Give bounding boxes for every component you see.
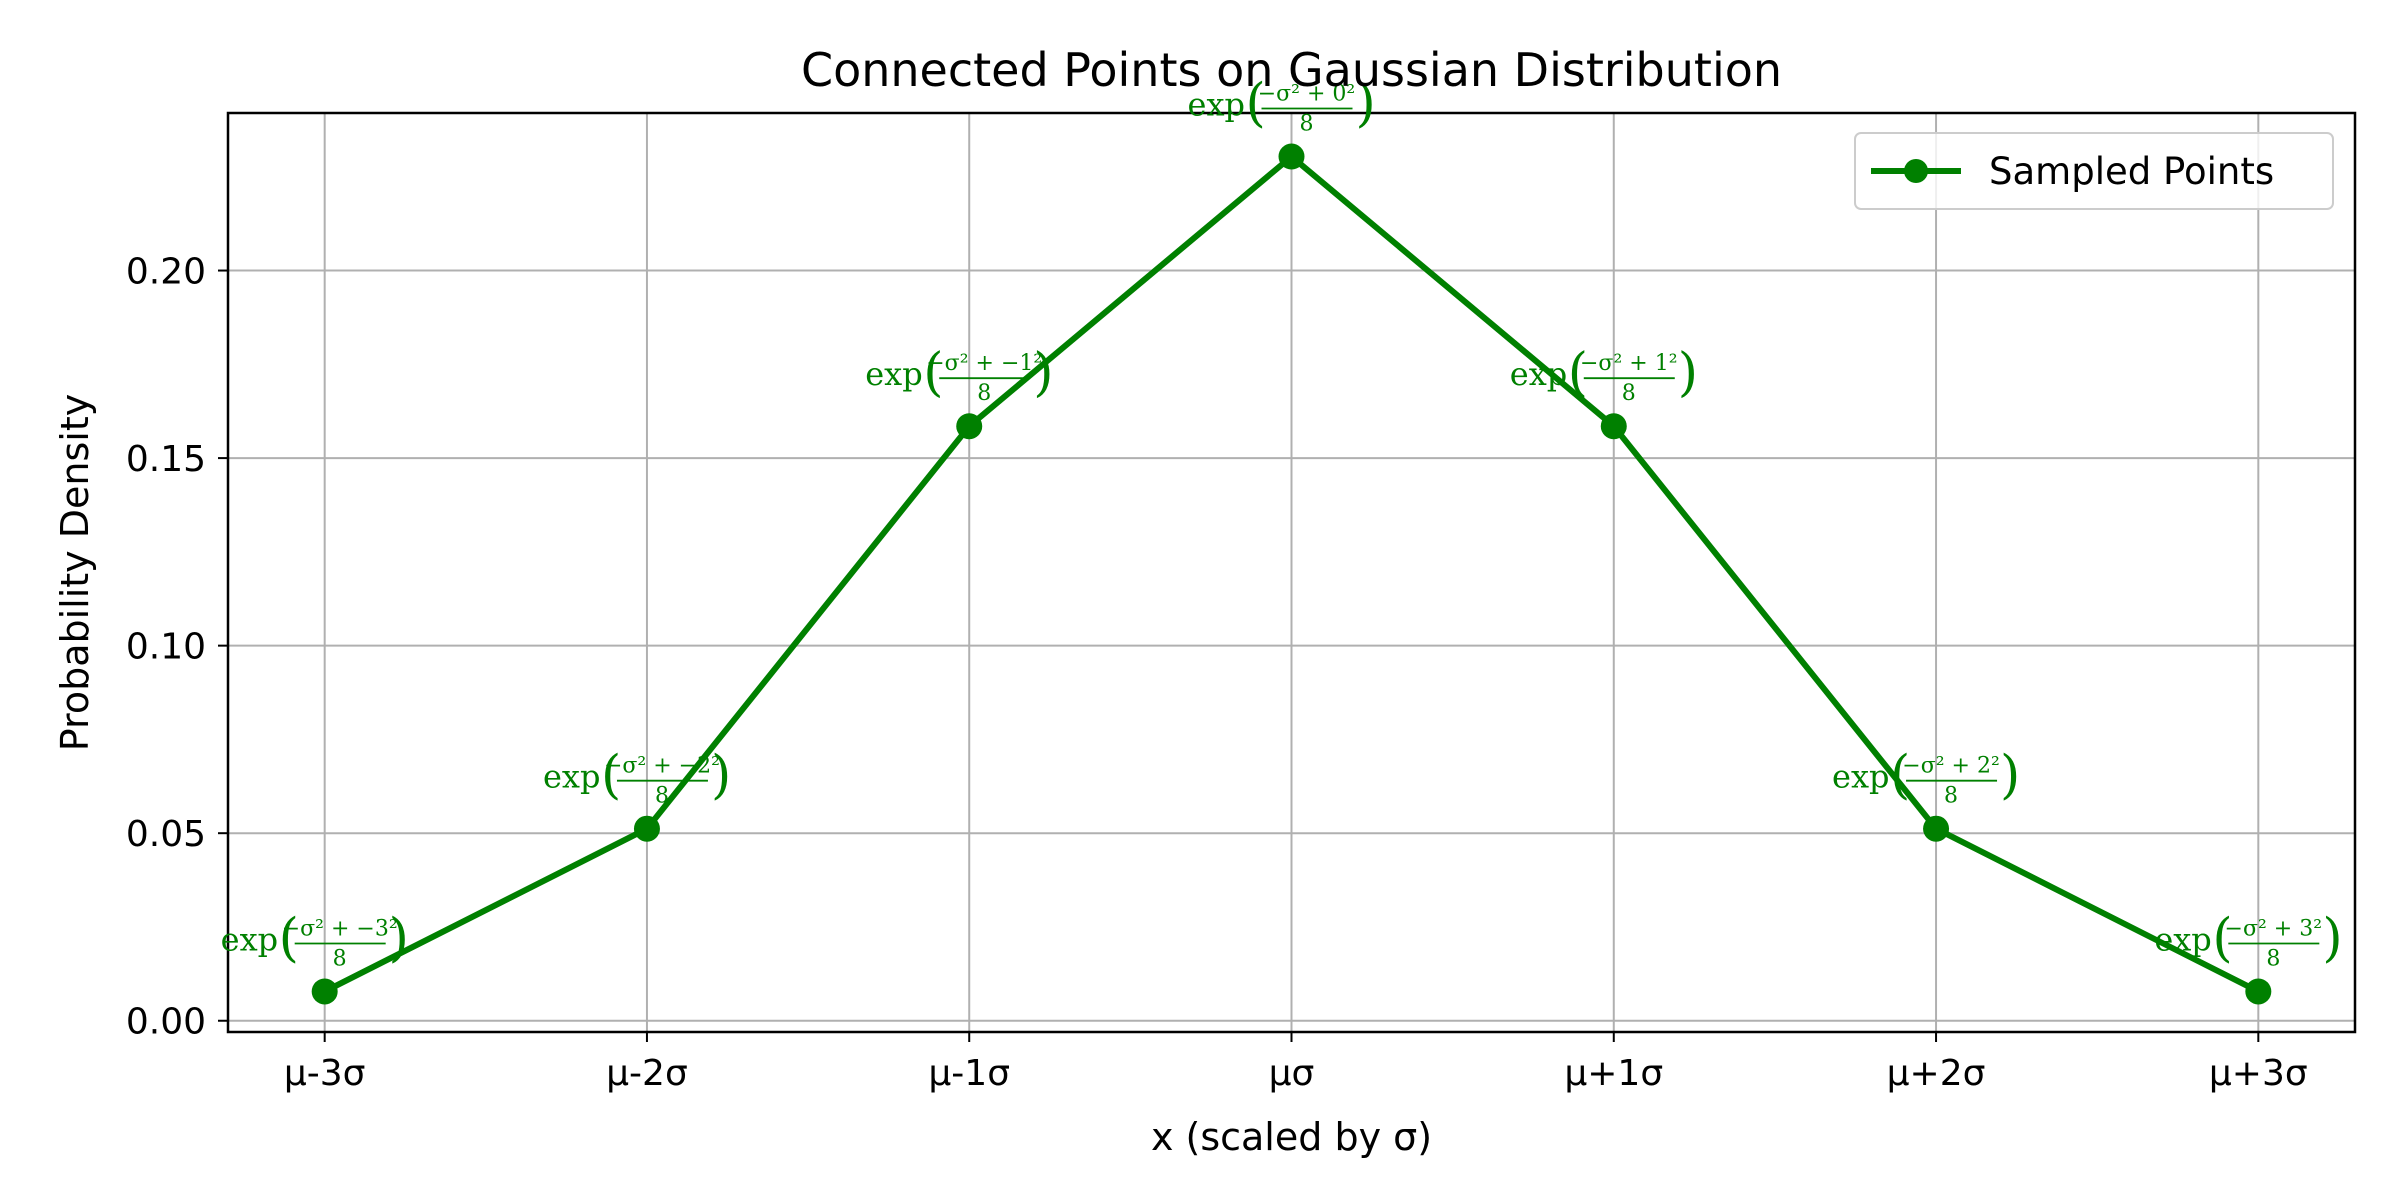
x-tick-label: μσ [1269,1053,1315,1094]
x-tick-label: μ+3σ [2209,1053,2308,1094]
data-point-annotation: exp (−σ² + −1² 8) [865,343,1053,406]
annotation-right-paren: ) [2322,908,2342,968]
y-axis-label: Probability Density [53,394,97,751]
annotation-prefix: exp [2154,920,2211,958]
annotation-numerator: −σ² + 2² [1902,754,2000,779]
series-layer [311,143,2272,1005]
data-point-marker [311,978,338,1005]
annotation-left-paren: ( [1246,74,1266,134]
data-point-annotation: exp (−σ² + 3² 8) [2154,908,2342,971]
annotation-right-paren: ) [711,746,731,806]
annotation-denominator: 8 [333,946,347,971]
y-tick-label: 0.00 [126,1002,206,1043]
annotation-prefix: exp [1510,355,1567,393]
annotation-denominator: 8 [1622,381,1636,406]
annotation-prefix: exp [221,920,278,958]
annotation-prefix: exp [1832,758,1889,796]
data-point-marker [1600,413,1627,440]
annotation-numerator: −σ² + −1² [926,351,1042,376]
annotation-numerator: −σ² + −3² [282,916,398,941]
annotation-left-paren: ( [2212,908,2232,968]
legend-series-label: Sampled Points [1989,150,2274,193]
data-point-marker [1923,815,1950,842]
annotation-left-paren: ( [923,343,943,403]
annotation-left-paren: ( [279,908,299,968]
annotation-prefix: exp [543,758,600,796]
annotation-numerator: −σ² + 0² [1258,82,1356,107]
data-point-marker [956,413,983,440]
x-tick-label: μ-1σ [928,1053,1010,1094]
annotation-right-paren: ) [1678,343,1698,403]
data-point-annotation: exp (−σ² + −3² 8) [221,908,409,971]
annotation-denominator: 8 [1300,112,1314,137]
data-point-annotation: exp (−σ² + −2² 8) [543,746,731,809]
x-tick-label: μ+1σ [1564,1053,1663,1094]
annotations-layer: exp (−σ² + −3²8)exp (−σ² + −2²8)exp (−σ² + … [221,74,2343,972]
annotation-denominator: 8 [1944,784,1958,809]
data-point-marker [2245,978,2272,1005]
annotation-right-paren: ) [1356,74,1376,134]
axis-ticks: μ-3σ μ-2σ μ-1σ μσ μ+1σ μ+2σ μ+3σ 0.00 0.05 0.10 0.… [126,252,2308,1094]
legend-box [1854,132,2334,210]
annotation-right-paren: ) [1033,343,1053,403]
annotation-denominator: 8 [977,381,991,406]
annotation-left-paren: ( [1568,343,1588,403]
annotation-numerator: −σ² + −2² [604,754,720,779]
annotation-right-paren: ) [2000,746,2020,806]
x-axis-label: x (scaled by σ) [1151,1115,1432,1159]
data-point-annotation: exp (−σ² + 2² 8) [1832,746,2020,809]
y-tick-label: 0.15 [126,439,206,480]
annotation-left-paren: ( [1890,746,1910,806]
grid [228,113,2355,1032]
y-tick-label: 0.10 [126,627,206,668]
legend-marker-swatch [1904,159,1928,183]
annotation-left-paren: ( [601,746,621,806]
annotation-prefix: exp [865,355,922,393]
data-point-annotation: exp (−σ² + 0² 8) [1188,74,1376,137]
data-point-marker [1278,143,1305,170]
annotation-numerator: −σ² + 3² [2225,916,2323,941]
annotation-denominator: 8 [2266,946,2280,971]
x-tick-label: μ-2σ [606,1053,688,1094]
annotation-numerator: −σ² + 1² [1580,351,1678,376]
x-tick-label: μ-3σ [284,1053,366,1094]
annotation-right-paren: ) [389,908,409,968]
data-point-annotation: exp (−σ² + 1² 8) [1510,343,1698,406]
x-tick-label: μ+2σ [1887,1053,1986,1094]
chart-title: Connected Points on Gaussian Distributio… [801,43,1782,97]
data-point-marker [633,815,660,842]
y-tick-label: 0.20 [126,252,206,293]
annotation-prefix: exp [1188,86,1245,124]
y-tick-label: 0.05 [126,814,206,855]
legend: Sampled Points [1854,132,2334,210]
annotation-denominator: 8 [655,784,669,809]
